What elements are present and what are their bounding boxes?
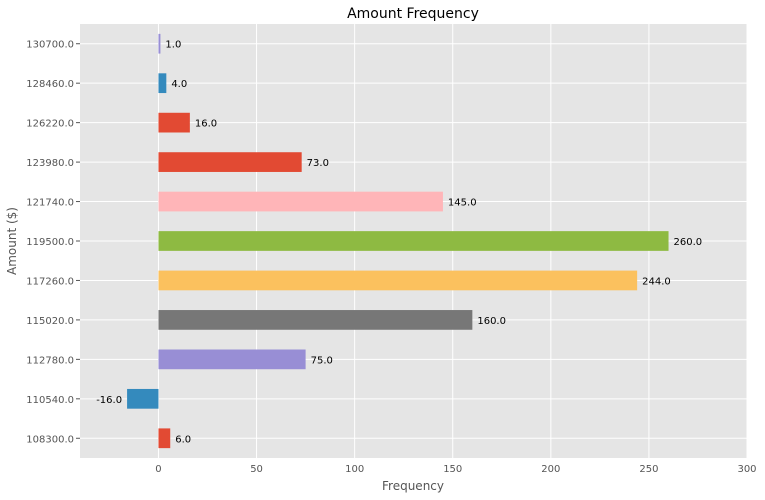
bar-value-label: 6.0: [175, 434, 191, 445]
x-tick-label: 250: [639, 464, 658, 475]
bar-value-label: 260.0: [674, 237, 703, 248]
x-tick-label: 200: [541, 464, 560, 475]
y-tick-label: 112780.0: [26, 355, 74, 366]
bar: [158, 152, 302, 172]
bar: [127, 388, 159, 409]
bar-value-label: 4.0: [171, 79, 187, 90]
bar: [158, 428, 171, 449]
bar: [158, 231, 669, 251]
x-tick-label: 0: [155, 464, 161, 475]
x-tick-label: 50: [250, 464, 263, 475]
bar: [158, 310, 473, 330]
bar-value-label: 244.0: [642, 276, 671, 287]
y-tick-label: 108300.0: [26, 434, 74, 445]
bar: [158, 349, 306, 370]
y-tick-label: 110540.0: [26, 395, 74, 406]
bar-value-label: 145.0: [448, 198, 477, 209]
bar-value-label: 75.0: [311, 355, 333, 366]
chart-title: Amount Frequency: [347, 6, 479, 22]
y-tick-label: 115020.0: [26, 316, 74, 327]
bar-value-label: 73.0: [307, 158, 329, 169]
y-tick-label: 117260.0: [26, 276, 74, 287]
bar: [158, 33, 161, 54]
y-axis-label: Amount ($): [5, 207, 19, 275]
y-tick-labels: 108300.0 110540.0 112780.0 115020.0 117260.0…: [26, 40, 80, 445]
x-tick-label: 100: [345, 464, 364, 475]
y-tick-label: 130700.0: [26, 40, 74, 51]
y-tick-label: 123980.0: [26, 158, 74, 169]
bar: [158, 112, 190, 133]
bar: [158, 73, 167, 94]
bar-value-label: 16.0: [195, 119, 217, 130]
y-tick-label: 119500.0: [26, 237, 74, 248]
x-tick-label: 300: [737, 464, 756, 475]
x-tick-labels: 0 50 100 150 200 250 300: [155, 464, 756, 475]
x-tick-label: 150: [443, 464, 462, 475]
bars: [127, 33, 669, 449]
y-tick-label: 121740.0: [26, 198, 74, 209]
bar-value-label: -16.0: [96, 395, 122, 406]
y-tick-label: 128460.0: [26, 79, 74, 90]
bar-value-label: 1.0: [165, 40, 181, 51]
x-axis-label: Frequency: [382, 479, 444, 493]
value-labels: 6.0 -16.0 75.0 160.0 244.0 260.0 145.0 73.0 16.0…: [96, 40, 702, 446]
bar: [158, 191, 443, 212]
y-tick-label: 126220.0: [26, 119, 74, 130]
bar-value-label: 160.0: [477, 316, 506, 327]
bar: [158, 270, 638, 291]
